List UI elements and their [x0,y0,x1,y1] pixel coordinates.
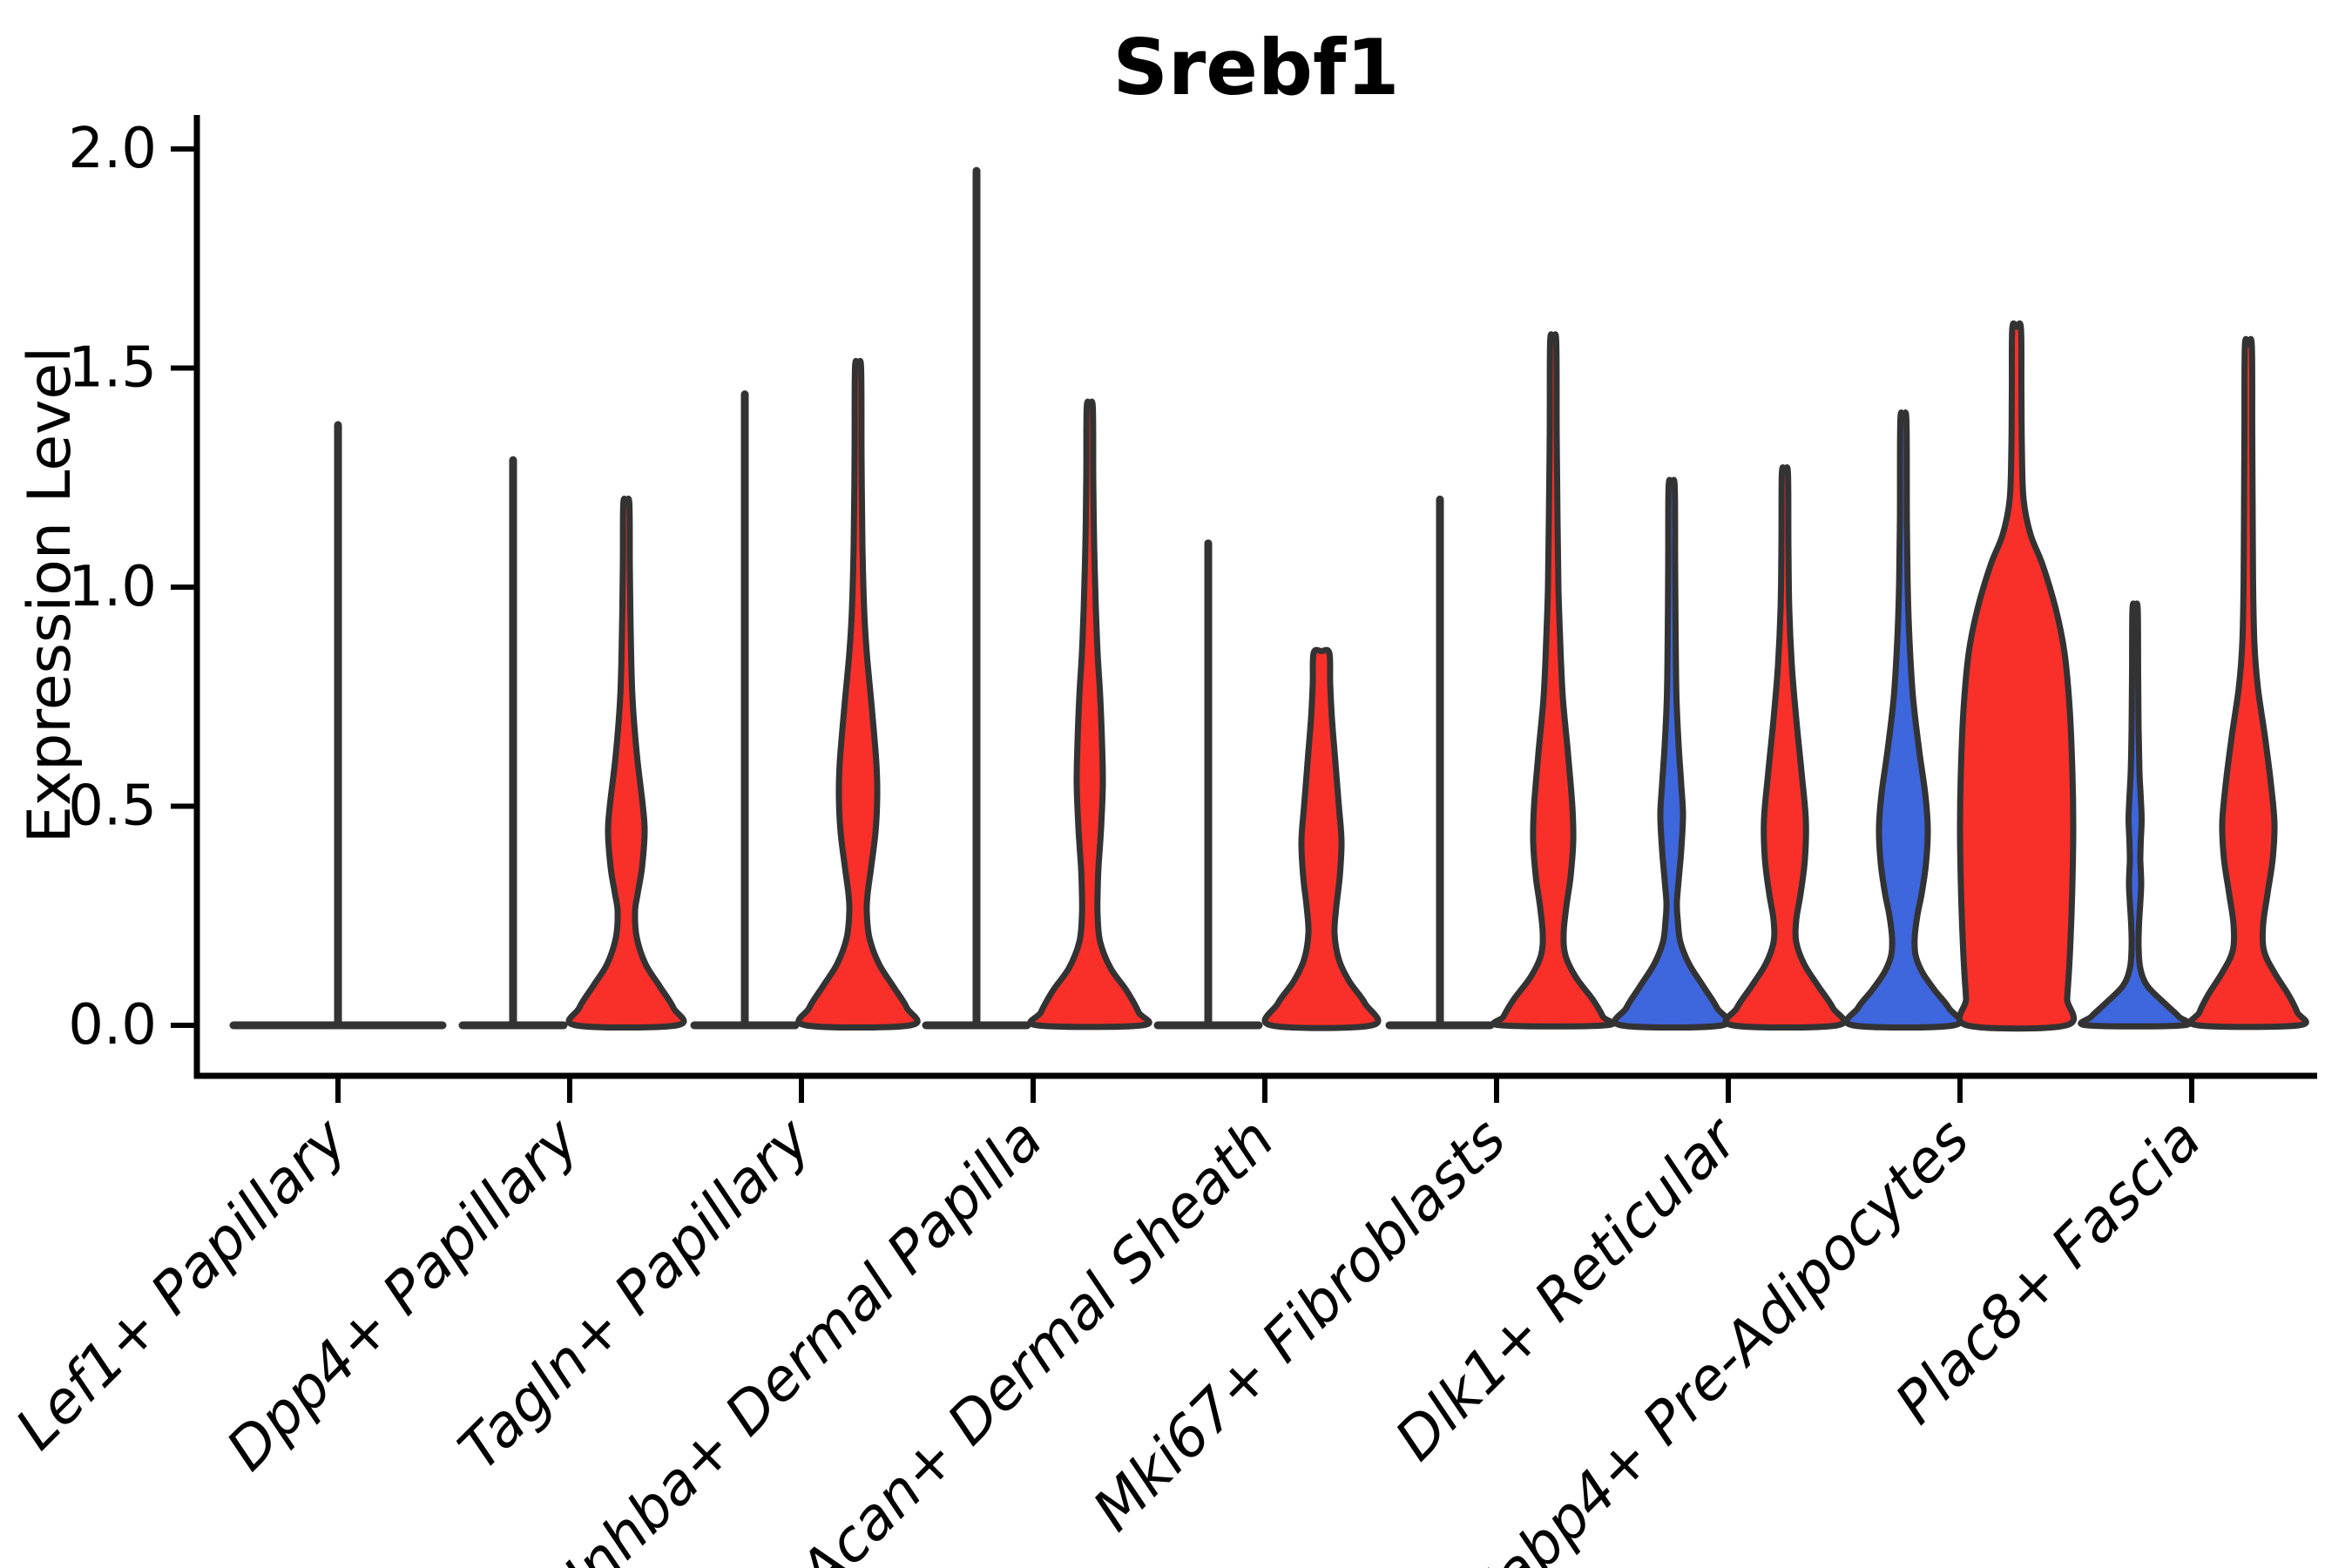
y-tick-label: 0.0 [68,993,157,1058]
violin-glyphs [229,166,2309,1032]
violin-fabp4-pre-adipocytes-red [1956,320,2078,1032]
y-axis-ticks: 0.0 0.5 1.0 1.5 2.0 [68,117,197,1058]
violin-inhba-dermal-papilla-red [1027,398,1152,1031]
violin-dlk1-reticular-blue [1612,476,1732,1031]
violin-acan-dermal-sheath-red [1261,646,1382,1031]
violin-plac8-fascia-blue [2078,600,2193,1030]
violin-dpp4-papillary-red [565,495,687,1031]
axes-spines [193,115,2317,1079]
y-axis-label: Expression Level [16,347,84,843]
x-tick-label: Mki67+ Fibroblasts [1080,1105,1518,1544]
chart-title: Srebf1 [1113,23,1400,112]
y-tick-label: 1.5 [68,336,157,401]
y-tick-label: 0.5 [68,774,157,839]
violin-plac8-fascia-red [2187,335,2309,1031]
violin-fabp4-pre-adipocytes-blue [1843,409,1963,1031]
violin-tagln-papillary-red [795,357,921,1031]
violin-mki67-fibroblasts-red [1490,331,1616,1030]
y-tick-label: 1.0 [68,555,157,619]
violin-dlk1-reticular-red [1722,464,1848,1031]
y-tick-label: 2.0 [68,117,157,181]
